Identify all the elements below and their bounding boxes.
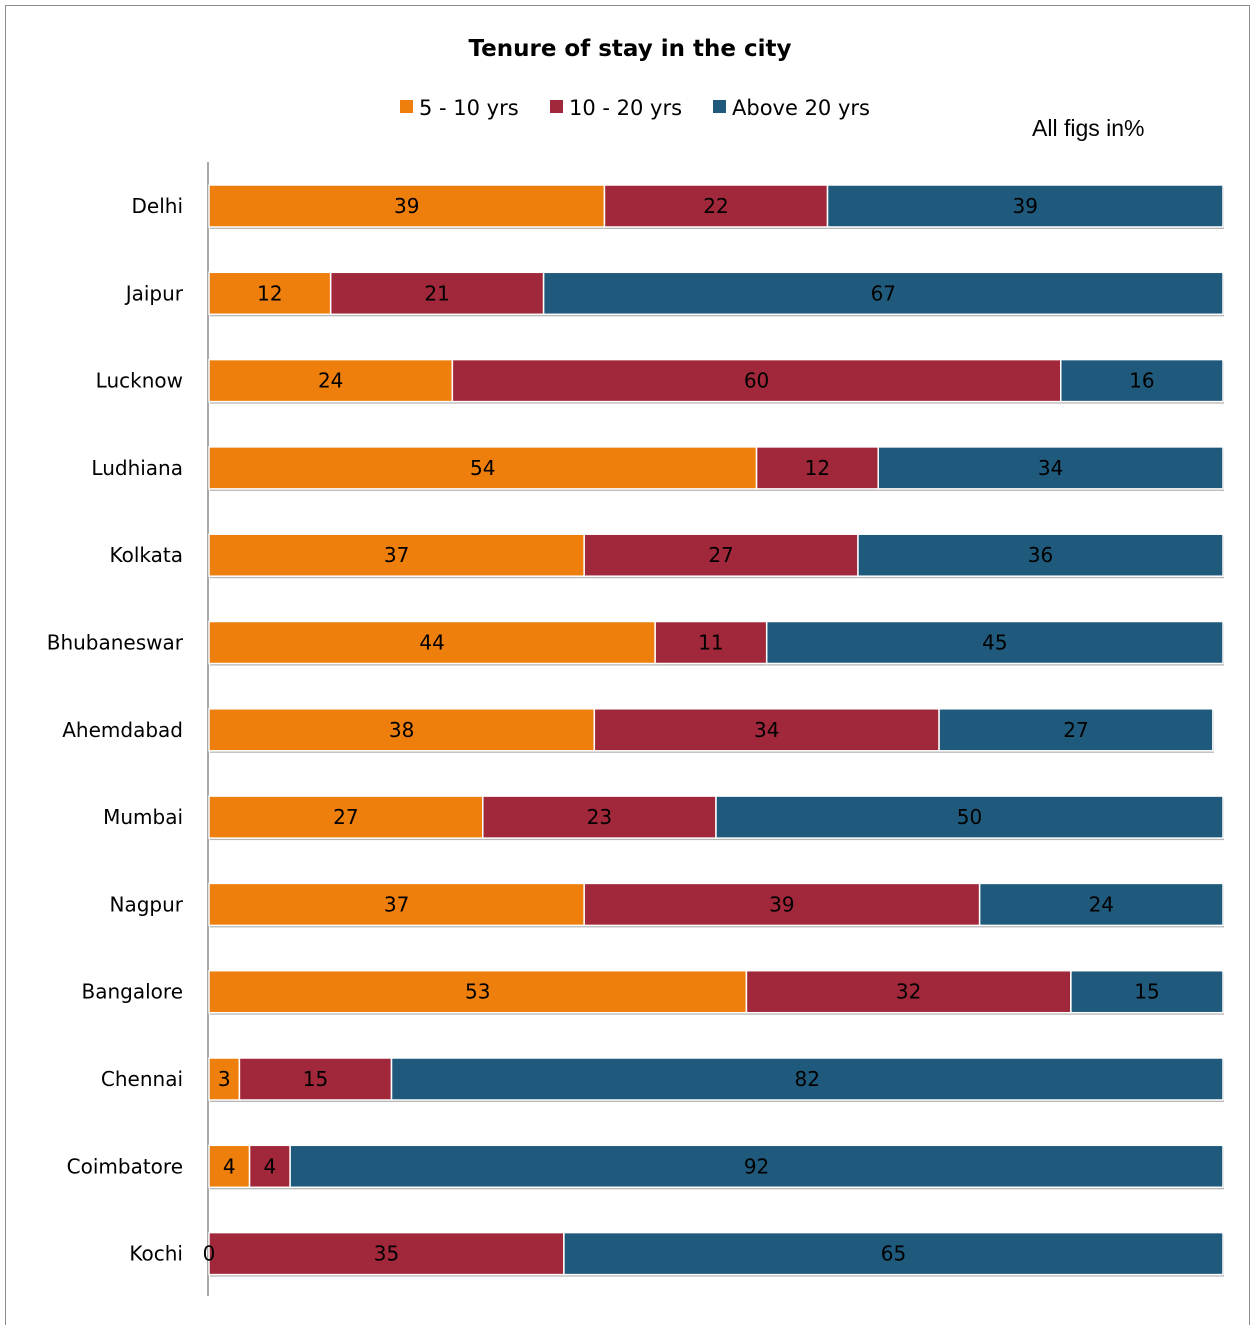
value-label-coimbatore-above-20-yrs: 92 — [744, 1154, 769, 1178]
value-label-jaipur-5-10-yrs: 12 — [257, 281, 282, 305]
bar-lucknow-5-10-yrs — [208, 358, 454, 403]
category-label-kolkata: Kolkata — [110, 543, 184, 567]
value-label-kochi-10-20-yrs: 35 — [374, 1242, 399, 1266]
bar-bangalore-5-10-yrs — [208, 969, 748, 1014]
value-label-chennai-above-20-yrs: 82 — [795, 1067, 820, 1091]
category-label-bhubaneswar: Bhubaneswar — [47, 631, 184, 655]
value-label-mumbai-10-20-yrs: 23 — [587, 805, 612, 829]
value-label-lucknow-10-20-yrs: 60 — [744, 369, 769, 393]
category-label-jaipur: Jaipur — [124, 281, 184, 305]
bar-kolkata-5-10-yrs — [208, 533, 585, 577]
value-label-jaipur-above-20-yrs: 67 — [871, 281, 896, 305]
bar-bhubaneswar-10-20-yrs — [654, 620, 768, 665]
value-label-kolkata-5-10-yrs: 37 — [384, 543, 409, 567]
bar-bhubaneswar-5-10-yrs — [208, 620, 656, 665]
legend-swatch-5-10-yrs — [400, 100, 413, 113]
value-label-coimbatore-5-10-yrs: 4 — [223, 1154, 236, 1178]
value-label-lucknow-above-20-yrs: 16 — [1129, 369, 1154, 393]
value-label-kochi-5-10-yrs: 0 — [203, 1242, 216, 1266]
bar-ludhiana-10-20-yrs — [755, 446, 879, 490]
bar-jaipur-above-20-yrs — [542, 271, 1224, 316]
bar-lucknow-above-20-yrs — [1060, 358, 1224, 403]
chart-frame — [5, 5, 1250, 1325]
category-label-lucknow: Lucknow — [96, 369, 183, 393]
category-label-mumbai: Mumbai — [103, 805, 183, 829]
bar-kochi-above-20-yrs — [563, 1231, 1224, 1276]
bar-bangalore-above-20-yrs — [1070, 969, 1224, 1014]
category-label-ludhiana: Ludhiana — [91, 456, 183, 480]
legend-label-10-20-yrs: 10 - 20 yrs — [569, 96, 682, 120]
bar-chennai-10-20-yrs — [238, 1057, 393, 1101]
bar-nagpur-10-20-yrs — [583, 882, 981, 927]
bar-delhi-5-10-yrs — [208, 184, 606, 228]
value-label-ahemdabad-10-20-yrs: 34 — [754, 718, 779, 742]
bar-mumbai-10-20-yrs — [482, 795, 717, 839]
legend-label-above-20-yrs: Above 20 yrs — [732, 96, 870, 120]
bar-bhubaneswar-above-20-yrs — [765, 620, 1224, 665]
value-label-mumbai-above-20-yrs: 50 — [957, 805, 982, 829]
value-label-chennai-10-20-yrs: 15 — [303, 1067, 328, 1091]
value-label-chennai-5-10-yrs: 3 — [218, 1067, 231, 1091]
chart-title: Tenure of stay in the city — [469, 36, 792, 62]
value-label-delhi-5-10-yrs: 39 — [394, 194, 419, 218]
value-label-delhi-10-20-yrs: 22 — [703, 194, 728, 218]
value-label-ludhiana-5-10-yrs: 54 — [470, 456, 495, 480]
bar-kolkata-above-20-yrs — [857, 533, 1224, 577]
legend-swatch-10-20-yrs — [550, 100, 563, 113]
value-label-bangalore-above-20-yrs: 15 — [1134, 980, 1159, 1004]
bar-lucknow-10-20-yrs — [451, 358, 1062, 403]
value-label-bangalore-5-10-yrs: 53 — [465, 980, 490, 1004]
bar-mumbai-5-10-yrs — [208, 795, 484, 839]
value-label-ludhiana-above-20-yrs: 34 — [1038, 456, 1063, 480]
bar-kolkata-10-20-yrs — [583, 533, 859, 577]
bar-mumbai-above-20-yrs — [715, 795, 1224, 839]
bars — [208, 184, 1224, 1277]
bar-coimbatore-above-20-yrs — [289, 1144, 1224, 1189]
bar-nagpur-above-20-yrs — [978, 882, 1224, 927]
bar-delhi-10-20-yrs — [603, 184, 829, 228]
value-label-ahemdabad-above-20-yrs: 27 — [1063, 718, 1088, 742]
legend-label-5-10-yrs: 5 - 10 yrs — [419, 96, 519, 120]
category-labels: Delhi Jaipur Lucknow Ludhiana Kolkata Bhubane… — [47, 194, 184, 1266]
figures-note: All figs in% — [1032, 115, 1144, 141]
bar-chennai-above-20-yrs — [390, 1057, 1224, 1101]
value-label-kochi-above-20-yrs: 65 — [881, 1242, 906, 1266]
value-label-bangalore-10-20-yrs: 32 — [896, 980, 921, 1004]
value-label-nagpur-5-10-yrs: 37 — [384, 892, 409, 916]
bar-bangalore-10-20-yrs — [745, 969, 1072, 1014]
value-label-nagpur-above-20-yrs: 24 — [1089, 892, 1114, 916]
category-label-coimbatore: Coimbatore — [67, 1154, 183, 1178]
bar-ludhiana-above-20-yrs — [877, 446, 1224, 490]
value-label-kolkata-above-20-yrs: 36 — [1028, 543, 1053, 567]
value-label-delhi-above-20-yrs: 39 — [1013, 194, 1038, 218]
value-label-bhubaneswar-10-20-yrs: 11 — [698, 631, 723, 655]
bar-nagpur-5-10-yrs — [208, 882, 585, 927]
category-label-ahemdabad: Ahemdabad — [62, 718, 183, 742]
category-label-delhi: Delhi — [132, 194, 184, 218]
legend: 5 - 10 yrs 10 - 20 yrs Above 20 yrs — [400, 96, 870, 120]
value-label-bhubaneswar-above-20-yrs: 45 — [982, 631, 1007, 655]
value-label-bhubaneswar-5-10-yrs: 44 — [419, 631, 444, 655]
legend-swatch-above-20-yrs — [713, 100, 726, 113]
bar-ahemdabad-above-20-yrs — [938, 708, 1214, 752]
value-label-lucknow-5-10-yrs: 24 — [318, 369, 343, 393]
category-label-chennai: Chennai — [101, 1067, 183, 1091]
category-label-bangalore: Bangalore — [82, 980, 183, 1004]
value-label-ahemdabad-5-10-yrs: 38 — [389, 718, 414, 742]
bar-kochi-10-20-yrs — [208, 1231, 565, 1276]
value-label-nagpur-10-20-yrs: 39 — [769, 892, 794, 916]
bar-delhi-above-20-yrs — [826, 184, 1224, 228]
category-label-nagpur: Nagpur — [109, 892, 183, 916]
value-label-kolkata-10-20-yrs: 27 — [708, 543, 733, 567]
value-label-coimbatore-10-20-yrs: 4 — [263, 1154, 276, 1178]
bar-coimbatore-10-20-yrs — [248, 1144, 291, 1189]
value-label-jaipur-10-20-yrs: 21 — [424, 281, 449, 305]
value-label-ludhiana-10-20-yrs: 12 — [805, 456, 830, 480]
category-label-kochi: Kochi — [129, 1242, 183, 1266]
value-label-mumbai-5-10-yrs: 27 — [333, 805, 358, 829]
